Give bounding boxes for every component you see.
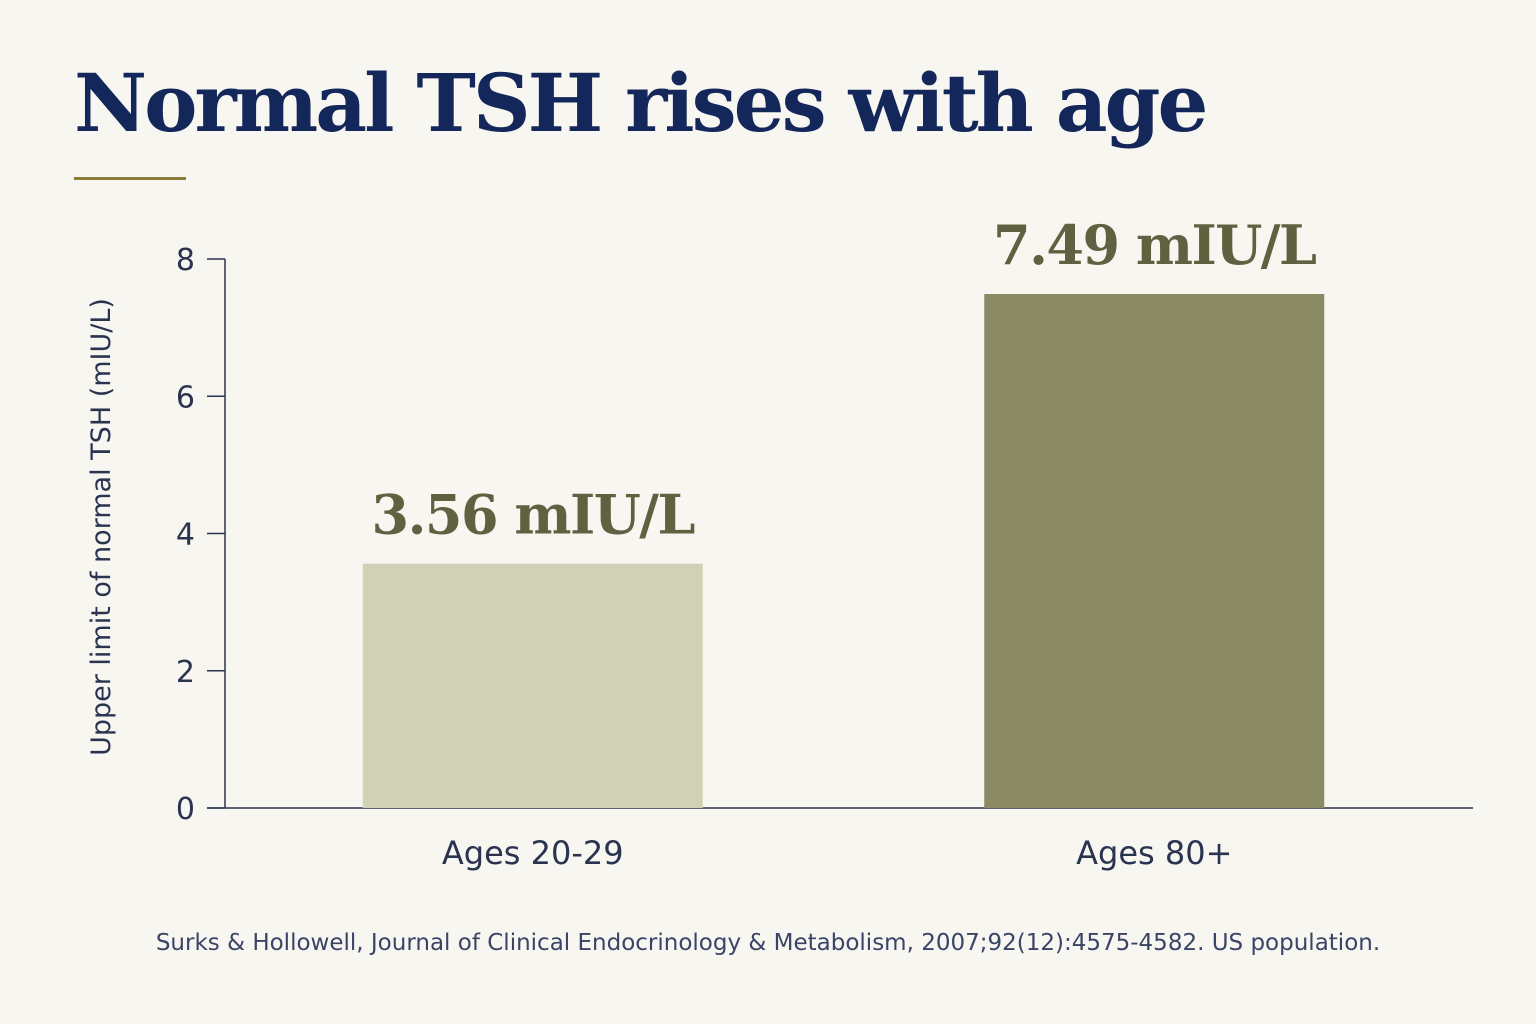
- y-tick-label: 6: [176, 380, 195, 415]
- bar-value-label: 7.49 mIU/L: [993, 213, 1316, 277]
- y-tick-label: 8: [176, 243, 195, 278]
- x-category-label: Ages 80+: [1076, 834, 1232, 872]
- chart-title: Normal TSH rises with age: [74, 56, 1208, 150]
- y-tick-label: 0: [176, 792, 195, 827]
- y-axis-label: Upper limit of normal TSH (mIU/L): [86, 298, 117, 756]
- y-tick-label: 4: [176, 518, 195, 553]
- bar-2: [984, 293, 1325, 808]
- y-tick-label: 2: [176, 655, 195, 690]
- bar-1: [362, 563, 703, 808]
- bar-value-label: 3.56 mIU/L: [372, 483, 695, 547]
- title-underline: [74, 177, 186, 180]
- source-citation: Surks & Hollowell, Journal of Clinical E…: [155, 930, 1381, 956]
- x-category-label: Ages 20-29: [442, 834, 624, 872]
